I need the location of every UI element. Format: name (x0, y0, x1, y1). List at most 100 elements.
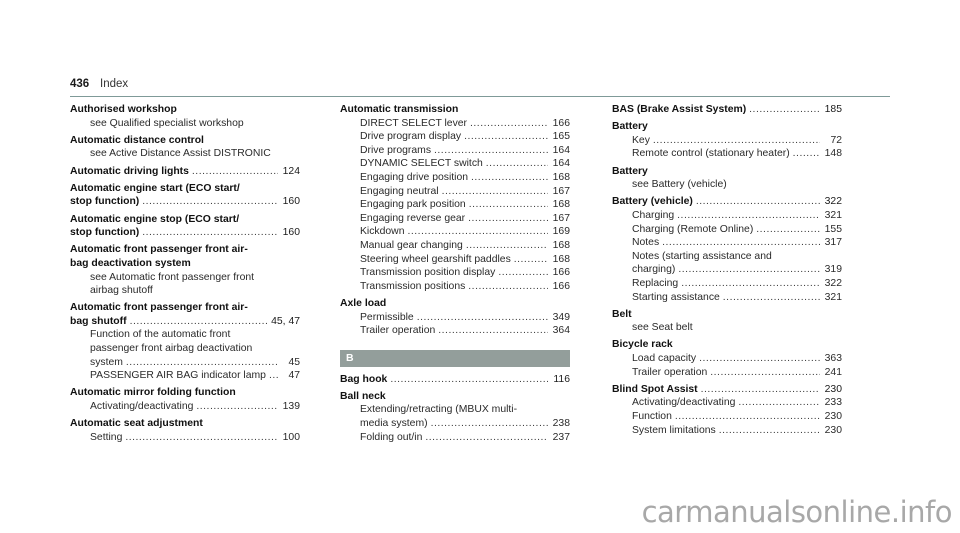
page-reference-link[interactable]: 47 (288, 370, 300, 382)
page-reference-link[interactable]: 230 (824, 424, 842, 436)
page-reference-link[interactable]: 363 (824, 353, 842, 365)
page-reference-link[interactable]: 364 (552, 325, 570, 337)
index-subentry[interactable]: Drive programs 164 (340, 144, 570, 158)
index-heading[interactable]: Blind Spot Assist 230 (612, 383, 842, 397)
page-reference-link[interactable]: 233 (824, 397, 842, 409)
dot-leader (675, 410, 820, 424)
page-reference-link[interactable]: 168 (552, 199, 570, 211)
page-reference-link[interactable]: 168 (552, 253, 570, 265)
index-subentry[interactable]: charging) 319 (612, 263, 842, 277)
page-reference-link[interactable]: 319 (824, 264, 842, 276)
index-subentry[interactable]: Engaging park position 168 (340, 198, 570, 212)
index-heading[interactable]: Automatic driving lights 124 (70, 165, 300, 179)
page-reference-link[interactable]: 321 (824, 291, 842, 303)
entry-label: Transmission positions (360, 280, 466, 292)
index-subentry[interactable]: Permissible 349 (340, 311, 570, 325)
page-reference-link[interactable]: 230 (824, 411, 842, 423)
page-reference-link[interactable]: 155 (824, 223, 842, 235)
page-reference-link[interactable]: 168 (552, 239, 570, 251)
page-reference-link[interactable]: 166 (552, 280, 570, 292)
index-subentry[interactable]: Load capacity 363 (612, 352, 842, 366)
index-subentry[interactable]: Transmission position display 166 (340, 266, 570, 280)
page-reference-link[interactable]: 238 (552, 418, 570, 430)
index-subentry[interactable]: Trailer operation 241 (612, 366, 842, 380)
page-reference-link[interactable]: 148 (824, 148, 842, 160)
index-subentry[interactable]: Charging (Remote Online) 155 (612, 223, 842, 237)
index-subentry[interactable]: Kickdown 169 (340, 225, 570, 239)
page-reference-link[interactable]: 100 (282, 431, 300, 443)
index-heading[interactable]: stop function) 160 (70, 195, 300, 209)
entry-label: passenger front airbag deactivation (90, 343, 253, 355)
page-reference-link[interactable]: 168 (552, 171, 570, 183)
index-subentry[interactable]: Transmission positions 166 (340, 280, 570, 294)
index-subentry[interactable]: Engaging neutral 167 (340, 185, 570, 199)
page-reference-link[interactable]: 317 (824, 237, 842, 249)
index-entry: Belt see Seat belt (612, 308, 842, 335)
index-subentry[interactable]: Starting assistance 321 (612, 291, 842, 305)
index-subentry[interactable]: Manual gear changing 168 (340, 239, 570, 253)
dot-leader (681, 277, 820, 291)
entry-label: Remote control (stationary heater) (632, 148, 790, 160)
index-subentry[interactable]: Folding out/in 237 (340, 431, 570, 445)
page-reference-link[interactable]: 72 (830, 134, 842, 146)
page-reference-link[interactable]: 45, 47 (271, 315, 300, 327)
entry-label: Function (632, 411, 672, 423)
index-subentry[interactable]: Remote control (stationary heater) 148 (612, 147, 842, 161)
index-subentry[interactable]: Key 72 (612, 134, 842, 148)
page-reference-link[interactable]: 165 (552, 131, 570, 143)
page-reference-link[interactable]: 160 (282, 227, 300, 239)
index-heading[interactable]: BAS (Brake Assist System) 185 (612, 103, 842, 117)
page-reference-link[interactable]: 241 (824, 366, 842, 378)
index-subentry[interactable]: PASSENGER AIR BAG indicator lamp 47 (70, 369, 300, 383)
page-reference-link[interactable]: 160 (282, 196, 300, 208)
index-heading[interactable]: Battery (vehicle) 322 (612, 195, 842, 209)
dot-leader (390, 373, 548, 387)
page-reference-link[interactable]: 164 (552, 144, 570, 156)
index-heading[interactable]: bag shutoff 45, 47 (70, 315, 300, 329)
page-reference-link[interactable]: 45 (288, 356, 300, 368)
page-reference-link[interactable]: 349 (552, 311, 570, 323)
index-subentry[interactable]: Setting 100 (70, 431, 300, 445)
page-reference-link[interactable]: 167 (552, 212, 570, 224)
index-subentry[interactable]: Drive program display 165 (340, 130, 570, 144)
page-reference-link[interactable]: 166 (552, 267, 570, 279)
index-subentry[interactable]: Replacing 322 (612, 277, 842, 291)
entry-label: see Active Distance Assist DISTRONIC (90, 148, 271, 160)
page-reference-link[interactable]: 167 (552, 185, 570, 197)
page-reference-link[interactable]: 322 (824, 196, 842, 208)
page-reference-link[interactable]: 185 (824, 104, 842, 115)
page-reference-link[interactable]: 166 (552, 117, 570, 129)
index-subentry[interactable]: Function 230 (612, 410, 842, 424)
page-reference-link[interactable]: 124 (282, 165, 300, 177)
entry-label: Axle load (340, 297, 387, 309)
index-subentry[interactable]: Engaging drive position 168 (340, 171, 570, 185)
index-subentry[interactable]: System limitations 230 (612, 424, 842, 438)
entry-label: Engaging neutral (360, 185, 439, 197)
dot-leader (431, 417, 548, 431)
index-subentry[interactable]: DIRECT SELECT lever 166 (340, 117, 570, 131)
index-subentry[interactable]: Activating/deactivating 233 (612, 396, 842, 410)
index-subentry[interactable]: Activating/deactivating 139 (70, 400, 300, 414)
page-reference-link[interactable]: 164 (552, 158, 570, 170)
dot-leader (468, 280, 548, 294)
index-subentry[interactable]: Charging 321 (612, 209, 842, 223)
index-subentry[interactable]: media system) 238 (340, 417, 570, 431)
index-heading[interactable]: stop function) 160 (70, 226, 300, 240)
index-subentry[interactable]: Engaging reverse gear 167 (340, 212, 570, 226)
page-reference-link[interactable]: 237 (552, 431, 570, 443)
page-reference-link[interactable]: 116 (553, 373, 570, 385)
dot-leader (417, 311, 548, 325)
page-reference-link[interactable]: 321 (824, 209, 842, 221)
index-subentry[interactable]: Steering wheel gearshift paddles 168 (340, 253, 570, 267)
page-reference-link[interactable]: 139 (282, 401, 300, 413)
index-subentry[interactable]: Trailer operation 364 (340, 324, 570, 338)
page-reference-link[interactable]: 322 (824, 277, 842, 289)
page-reference-link[interactable]: 169 (552, 226, 570, 238)
entry-label: Trailer operation (632, 366, 708, 378)
index-subentry[interactable]: system 45 (70, 356, 300, 370)
page-reference-link[interactable]: 230 (824, 383, 842, 395)
index-column-3: BAS (Brake Assist System)185BatteryKey72… (612, 103, 842, 441)
index-subentry[interactable]: Notes 317 (612, 236, 842, 250)
index-heading[interactable]: Bag hook 116 (340, 373, 570, 387)
index-subentry[interactable]: DYNAMIC SELECT switch 164 (340, 157, 570, 171)
